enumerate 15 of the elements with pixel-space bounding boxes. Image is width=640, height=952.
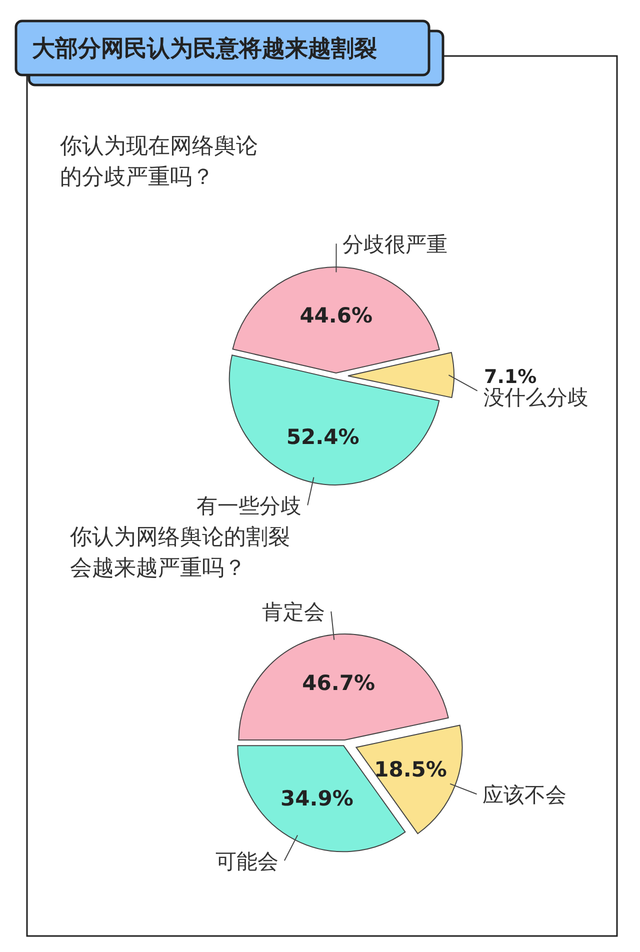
data-label: 7.1% bbox=[484, 366, 537, 388]
data-label: 52.4% bbox=[286, 424, 360, 449]
slice-label: 可能会 bbox=[215, 849, 278, 874]
chart-subtitle: 你认为现在网络舆论的分歧严重吗？ bbox=[59, 134, 258, 190]
data-label: 46.7% bbox=[302, 671, 375, 696]
data-label: 34.9% bbox=[280, 786, 354, 810]
data-label: 18.5% bbox=[374, 757, 447, 782]
slice-label: 分歧很严重 bbox=[342, 232, 448, 256]
slice-label: 有一些分歧 bbox=[196, 494, 302, 518]
slice-label: 应该不会 bbox=[482, 782, 567, 807]
slice-label: 肯定会 bbox=[262, 600, 326, 624]
chart-title: 你认为网络舆论的割裂会越来越严重吗？ bbox=[69, 525, 290, 581]
data-label: 44.6% bbox=[300, 304, 373, 328]
slice-label: 没什么分歧 bbox=[483, 386, 588, 410]
chart-title: 大部分网民认为民意将越来越割裂 bbox=[32, 36, 377, 62]
